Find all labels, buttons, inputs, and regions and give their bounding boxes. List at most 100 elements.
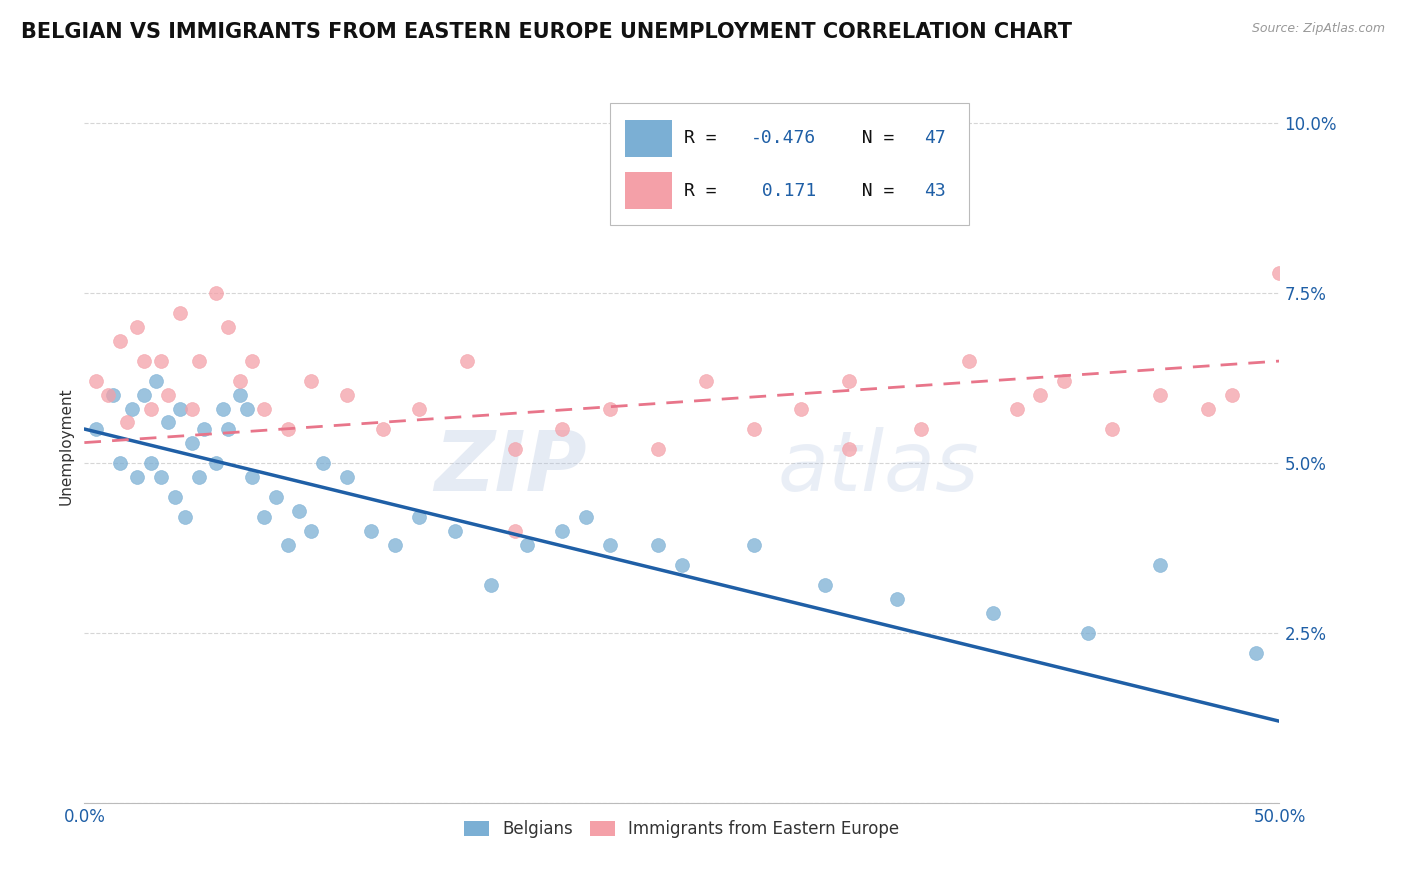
Point bbox=[479, 578, 502, 592]
Text: N =: N = bbox=[839, 128, 905, 146]
Text: N =: N = bbox=[839, 182, 905, 200]
Point bbox=[132, 354, 156, 368]
Point bbox=[149, 354, 172, 368]
Point bbox=[205, 456, 228, 470]
Point bbox=[1077, 626, 1099, 640]
Point bbox=[141, 456, 163, 470]
Point bbox=[1005, 401, 1028, 416]
Legend: Belgians, Immigrants from Eastern Europe: Belgians, Immigrants from Eastern Europe bbox=[457, 814, 907, 845]
Point bbox=[141, 401, 163, 416]
Point bbox=[253, 401, 276, 416]
Point bbox=[814, 578, 837, 592]
Point bbox=[253, 510, 276, 524]
Point bbox=[312, 456, 335, 470]
Point bbox=[516, 537, 538, 551]
Point bbox=[301, 524, 323, 538]
Point bbox=[503, 442, 526, 457]
Point bbox=[277, 422, 299, 436]
Point bbox=[181, 435, 204, 450]
Text: 0.171: 0.171 bbox=[751, 182, 817, 200]
Text: BELGIAN VS IMMIGRANTS FROM EASTERN EUROPE UNEMPLOYMENT CORRELATION CHART: BELGIAN VS IMMIGRANTS FROM EASTERN EUROP… bbox=[21, 22, 1073, 42]
Point bbox=[264, 490, 287, 504]
Point bbox=[503, 524, 526, 538]
Point bbox=[599, 537, 621, 551]
Point bbox=[277, 537, 299, 551]
Point bbox=[217, 320, 239, 334]
Point bbox=[1053, 375, 1076, 389]
Point bbox=[301, 375, 323, 389]
Point bbox=[981, 606, 1004, 620]
Point bbox=[110, 456, 132, 470]
Bar bbox=[624, 172, 672, 209]
Point bbox=[695, 375, 717, 389]
Point bbox=[101, 388, 124, 402]
Point bbox=[838, 442, 860, 457]
Point bbox=[125, 320, 148, 334]
Point bbox=[1197, 401, 1219, 416]
Point bbox=[647, 537, 669, 551]
Y-axis label: Unemployment: Unemployment bbox=[58, 387, 73, 505]
Point bbox=[86, 375, 108, 389]
Point bbox=[384, 537, 406, 551]
Text: -0.476: -0.476 bbox=[751, 128, 817, 146]
Point bbox=[165, 490, 187, 504]
Text: 47: 47 bbox=[925, 128, 946, 146]
Point bbox=[886, 591, 908, 606]
Point bbox=[742, 422, 765, 436]
Point bbox=[957, 354, 980, 368]
Point bbox=[121, 401, 143, 416]
Point bbox=[1220, 388, 1243, 402]
Point bbox=[240, 469, 263, 483]
Text: 43: 43 bbox=[925, 182, 946, 200]
Point bbox=[145, 375, 167, 389]
Point bbox=[910, 422, 932, 436]
Point bbox=[408, 401, 430, 416]
Point bbox=[157, 415, 180, 429]
Point bbox=[188, 354, 211, 368]
Point bbox=[212, 401, 235, 416]
Point bbox=[551, 524, 574, 538]
Bar bbox=[610, 103, 969, 225]
Point bbox=[188, 469, 211, 483]
Point bbox=[169, 401, 191, 416]
Text: R =: R = bbox=[685, 182, 728, 200]
Point bbox=[86, 422, 108, 436]
Point bbox=[229, 388, 252, 402]
Point bbox=[1029, 388, 1052, 402]
Point bbox=[1244, 646, 1267, 660]
Point bbox=[181, 401, 204, 416]
Point bbox=[671, 558, 693, 572]
Text: ZIP: ZIP bbox=[433, 427, 586, 508]
Point bbox=[838, 375, 860, 389]
Point bbox=[240, 354, 263, 368]
Text: atlas: atlas bbox=[778, 427, 979, 508]
Point bbox=[132, 388, 156, 402]
Point bbox=[117, 415, 139, 429]
Point bbox=[236, 401, 259, 416]
Point bbox=[169, 306, 191, 320]
Bar bbox=[624, 120, 672, 157]
Point bbox=[599, 401, 621, 416]
Point bbox=[647, 442, 669, 457]
Text: R =: R = bbox=[685, 128, 728, 146]
Point bbox=[336, 469, 359, 483]
Point bbox=[456, 354, 478, 368]
Point bbox=[110, 334, 132, 348]
Point bbox=[205, 286, 228, 301]
Point bbox=[288, 503, 311, 517]
Text: Source: ZipAtlas.com: Source: ZipAtlas.com bbox=[1251, 22, 1385, 36]
Point bbox=[157, 388, 180, 402]
Point bbox=[336, 388, 359, 402]
Point bbox=[1149, 388, 1171, 402]
Point bbox=[444, 524, 467, 538]
Point bbox=[149, 469, 172, 483]
Point bbox=[551, 422, 574, 436]
Point bbox=[173, 510, 195, 524]
Point bbox=[125, 469, 148, 483]
Point bbox=[408, 510, 430, 524]
Point bbox=[373, 422, 395, 436]
Point bbox=[193, 422, 215, 436]
Point bbox=[1268, 266, 1291, 280]
Point bbox=[360, 524, 382, 538]
Point bbox=[742, 537, 765, 551]
